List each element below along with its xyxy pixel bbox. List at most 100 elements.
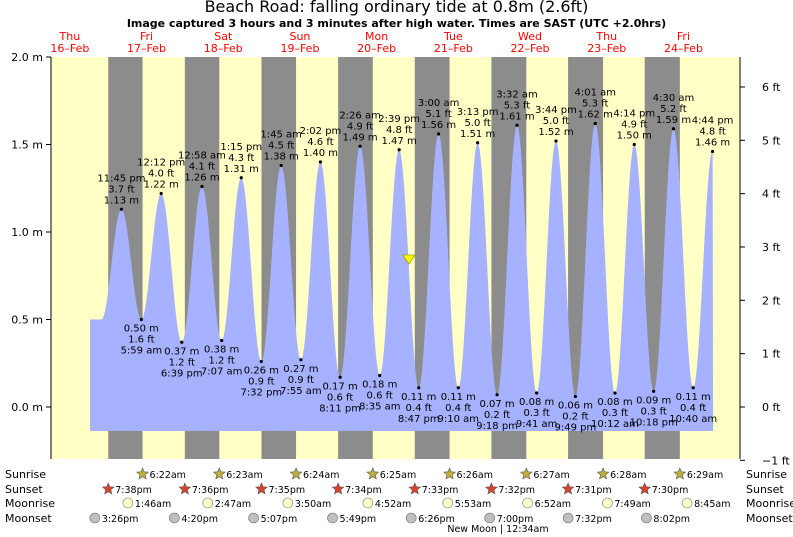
low-time: 5:59 am	[121, 346, 163, 357]
sunrise-time: 6:22am	[150, 470, 186, 481]
low-m: 0.18 m	[362, 380, 397, 391]
moonrise-time: 4:52am	[375, 499, 411, 510]
low-m: 0.27 m	[283, 364, 318, 375]
tide-point	[299, 358, 303, 362]
tide-point	[573, 394, 578, 399]
chart-subtitle: Image captured 3 hours and 3 minutes aft…	[126, 17, 667, 30]
high-m: 1.40 m	[303, 148, 338, 159]
low-time: 7:32 pm	[240, 388, 282, 399]
tide-point	[632, 142, 636, 147]
high-time: 12:58 am	[178, 151, 226, 162]
low-time: 9:41 am	[516, 419, 558, 430]
high-m: 1.61 m	[499, 111, 534, 122]
moonset-time: 3:26pm	[102, 514, 139, 525]
low-ft: 0.4 ft	[406, 403, 432, 414]
tide-point	[378, 373, 382, 378]
moonset-icon	[327, 512, 338, 524]
low-ft: 1.6 ft	[128, 335, 154, 346]
moonrise-icon	[602, 497, 613, 509]
low-m: 0.08 m	[597, 397, 632, 408]
high-m: 1.31 m	[224, 164, 259, 175]
high-time: 3:44 pm	[535, 105, 577, 116]
moonset-time: 7:00pm	[497, 514, 534, 525]
day-label-dow: Fri	[677, 30, 690, 43]
high-ft: 4.5 ft	[268, 141, 294, 152]
moonset-icon	[248, 512, 259, 524]
y-left-tick-label: 0.5 m	[11, 314, 43, 327]
high-ft: 5.0 ft	[543, 116, 569, 127]
low-ft: 0.3 ft	[523, 408, 549, 419]
y-left-tick-label: 1.5 m	[11, 139, 43, 152]
chart-title: Beach Road: falling ordinary tide at 0.8…	[204, 0, 589, 16]
day-label-date: 23–Feb	[587, 42, 626, 55]
low-time: 10:12 am	[591, 419, 639, 430]
row-label-left-moonset: Moonset	[5, 512, 52, 525]
moonset-time: 6:26pm	[418, 514, 455, 525]
high-time: 2:02 pm	[300, 126, 342, 137]
high-m: 1.56 m	[421, 120, 456, 131]
low-time: 8:35 am	[359, 402, 401, 413]
sunrise-star-icon	[212, 467, 226, 480]
moonrise-icon	[202, 497, 214, 509]
sunset-star-icon	[484, 482, 498, 495]
sunrise-time: 6:23am	[226, 470, 262, 481]
moon-phase-note: New Moon | 12:34am	[447, 524, 548, 535]
row-label-right-sunrise: Sunrise	[746, 468, 787, 481]
tide-point	[397, 148, 401, 152]
high-m: 1.22 m	[144, 180, 179, 191]
sunset-time: 7:32pm	[498, 485, 535, 496]
moonset-time: 7:32pm	[575, 514, 612, 525]
moonrise-icon	[122, 497, 134, 509]
low-ft: 1.2 ft	[169, 357, 195, 368]
tide-point	[119, 207, 124, 211]
tide-point	[338, 375, 342, 379]
sunset-time: 7:30pm	[652, 485, 689, 496]
tide-curve	[90, 123, 714, 431]
tide-point	[495, 393, 499, 397]
high-time: 2:26 am	[339, 110, 381, 121]
row-label-left-sunrise: Sunrise	[5, 468, 46, 481]
high-ft: 4.1 ft	[189, 162, 215, 173]
moonrise-time: 3:50am	[295, 499, 331, 510]
sunset-time: 7:34pm	[345, 485, 382, 496]
sunset-star-icon	[331, 482, 345, 495]
low-time: 8:47 pm	[398, 414, 440, 425]
high-time: 3:00 am	[418, 98, 460, 109]
sunset-star-icon	[408, 482, 422, 495]
low-m: 0.26 m	[244, 366, 279, 377]
low-m: 0.08 m	[519, 397, 554, 408]
sunrise-star-icon	[289, 467, 303, 480]
moonrise-time: 5:53am	[455, 499, 491, 510]
tide-point	[652, 389, 656, 393]
tide-point	[220, 338, 224, 343]
y-left-tick-label: 0.0 m	[11, 401, 43, 414]
low-m: 0.50 m	[124, 324, 159, 335]
high-ft: 4.8 ft	[386, 125, 412, 136]
sunrise-time: 6:24am	[303, 470, 339, 481]
high-ft: 4.9 ft	[347, 121, 373, 132]
low-time: 9:18 pm	[476, 421, 518, 432]
sunrise-time: 6:29am	[687, 470, 723, 481]
sunrise-time: 6:26am	[457, 470, 493, 481]
day-label-dow: Tue	[443, 30, 463, 43]
low-time: 7:07 am	[201, 367, 243, 378]
axes: 0.0 m 0.5 m 1.0 m 1.5 m 2.0 m −1 ft 0 ft 1 ft 2 …	[11, 51, 790, 467]
row-label-right-moonrise: Moonrise	[746, 497, 793, 510]
high-ft: 5.2 ft	[660, 104, 686, 115]
low-m: 0.11 m	[401, 392, 436, 403]
tide-point	[358, 144, 362, 148]
sunset-time: 7:38pm	[115, 485, 152, 496]
moonrise-icon	[442, 497, 454, 509]
y-right-tick-label: 3 ft	[762, 241, 781, 254]
high-time: 1:15 pm	[220, 142, 262, 153]
day-label-dow: Sun	[289, 30, 310, 43]
day-label-dow: Thu	[59, 30, 81, 43]
low-ft: 0.6 ft	[367, 391, 393, 402]
moonset-time: 8:02pm	[653, 514, 690, 525]
tide-point	[159, 191, 163, 196]
sunset-star-icon	[638, 482, 652, 495]
low-time: 10:18 pm	[630, 417, 678, 428]
day-label-dow: Thu	[595, 30, 617, 43]
tide-point	[671, 127, 676, 131]
day-label-dow: Fri	[140, 30, 153, 43]
